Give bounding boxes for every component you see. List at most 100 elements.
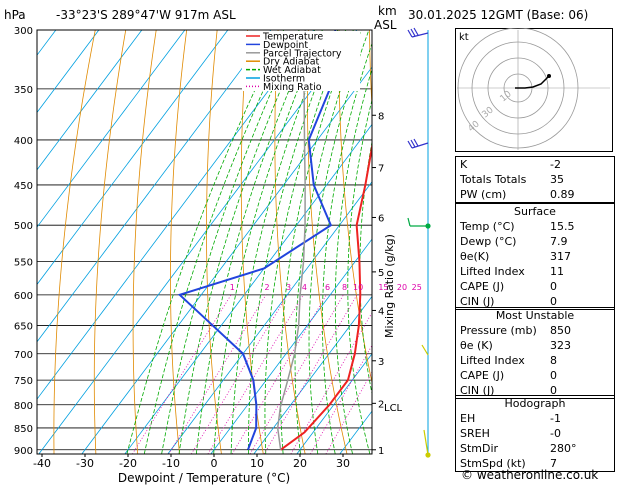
wet-adiabat-line — [308, 30, 370, 454]
mixing-ratio-label: 25 — [412, 283, 422, 292]
isotherm-line — [37, 30, 272, 343]
mixing-ratio-label: 15 — [378, 283, 388, 292]
km-label: km — [378, 4, 397, 18]
index-row-pw: PW (cm) 0.89 — [460, 188, 575, 201]
wind-barb-900 — [423, 429, 431, 458]
surface-table: Surface Temp (°C) 15.5 Dewp (°C) 7.9 θe(K)… — [455, 203, 615, 310]
mu-row: CIN (J) 0 — [460, 384, 557, 397]
mixing-ratio-label: 3 — [286, 283, 291, 292]
legend-entry: Dewpoint — [263, 40, 308, 51]
isotherm-line — [37, 30, 229, 286]
indices-table: K -2 Totals Totals 35 PW (cm) 0.89 — [455, 156, 615, 203]
km-tick-label: 2 — [378, 399, 384, 410]
wet-adiabat-line — [334, 67, 372, 454]
mixing-ratio-axis-label: Mixing Ratio (g/kg) — [383, 234, 396, 338]
mixing-ratio-label: 2 — [265, 283, 270, 292]
isotherm-line — [0, 30, 13, 454]
temp-tick-label: -10 — [162, 457, 180, 470]
mixing-ratio-line — [263, 294, 358, 454]
surface-row: Temp (°C) 15.5 — [460, 220, 575, 233]
mu-row: Lifted Index 8 — [460, 354, 557, 367]
km-tick-label: 5 — [378, 268, 384, 279]
pressure-tick-label: 850 — [14, 424, 33, 435]
surface-row: θe(K) 317 — [460, 250, 571, 263]
legend-entry: Temperature — [262, 32, 323, 43]
wet-adiabat-line — [347, 98, 372, 454]
mixing-ratio-line — [249, 294, 344, 454]
temp-tick-label: -40 — [33, 457, 51, 470]
dry-adiabat-line — [53, 30, 96, 454]
hodo-row: EH -1 — [460, 412, 561, 425]
mu-row: Pressure (mb) 850 — [460, 324, 571, 337]
km-tick-label: 7 — [378, 164, 384, 175]
mu-row: CAPE (J) 0 — [460, 369, 557, 382]
wind-barb-500 — [407, 217, 431, 229]
km-tick-label: 3 — [378, 357, 384, 368]
pressure-tick-label: 550 — [14, 258, 33, 269]
series-dewpoint — [177, 30, 337, 451]
surface-row: CAPE (J) 0 — [460, 280, 557, 293]
hodograph: kt 10 30 40 — [455, 28, 613, 152]
plot-frame — [36, 29, 373, 455]
km-tick-label: 4 — [378, 306, 384, 317]
legend-entry: Wet Adiabat — [263, 65, 321, 76]
most-unstable-title: Most Unstable — [495, 309, 575, 322]
pressure-tick-label: 450 — [14, 181, 33, 192]
mixing-ratio-label: 10 — [353, 283, 363, 292]
isotherm-line — [296, 353, 372, 454]
asl-label: ASL — [374, 18, 397, 32]
km-tick-label: 1 — [378, 446, 384, 457]
pressure-tick-label: 900 — [14, 446, 33, 457]
wind-barb-400 — [407, 138, 429, 149]
copyright-footer: © weatheronline.co.uk — [461, 468, 599, 482]
surface-row: Dewp (°C) 7.9 — [460, 235, 568, 248]
temp-tick-label: 10 — [250, 457, 264, 470]
legend-entry: Mixing Ratio — [263, 82, 322, 93]
lcl-label: LCL — [384, 403, 403, 414]
mixing-ratio-line — [132, 294, 232, 454]
dry-adiabat-line — [170, 30, 188, 454]
dry-adiabat-line — [132, 30, 157, 454]
wet-adiabat-line — [178, 30, 308, 454]
wet-adiabat-line — [213, 30, 323, 454]
isotherm-line — [37, 30, 100, 114]
axes: 3003504004505005506006507007508008509001… — [14, 26, 422, 485]
mixing-ratio-label: 1 — [230, 283, 235, 292]
series-lines — [177, 30, 372, 451]
pressure-tick-label: 350 — [14, 85, 33, 96]
wind-barb-300 — [407, 27, 429, 38]
isotherm-line — [253, 295, 372, 454]
legend-entry: Dry Adiabat — [263, 57, 320, 68]
most-unstable-table: Most Unstable Pressure (mb) 850 θe (K) 323… — [455, 307, 615, 399]
isotherm-line — [37, 30, 315, 400]
wind-profile — [407, 27, 431, 458]
skewt-chart: 3003504004505005506006507007508008509001… — [0, 26, 422, 485]
wet-adiabat-line — [264, 30, 347, 454]
date-title: 30.01.2025 12GMT (Base: 06) — [408, 8, 589, 22]
legend-entry: Parcel Trajectory — [263, 48, 342, 59]
surface-row: CIN (J) 0 — [460, 295, 557, 308]
mixing-ratio-label: 8 — [342, 283, 347, 292]
hodograph-table: Hodograph EH -1 SREH -0 StmDir 280° StmSpd … — [455, 395, 615, 472]
hodo-row: SREH -0 — [460, 427, 561, 440]
pressure-tick-label: 750 — [14, 376, 33, 387]
pressure-tick-label: 300 — [14, 26, 33, 37]
wet-adiabat-line — [247, 30, 339, 454]
hodograph-table-title: Hodograph — [504, 397, 566, 410]
pressure-tick-label: 700 — [14, 350, 33, 361]
mixing-ratio-label: 6 — [325, 283, 330, 292]
dry-adiabat-line — [338, 30, 372, 385]
x-axis-label: Dewpoint / Temperature (°C) — [118, 471, 290, 485]
wind-barb-700 — [421, 344, 429, 356]
mixing-ratio-line — [310, 344, 372, 454]
wet-adiabat-line — [294, 30, 362, 454]
temp-tick-label: 0 — [211, 457, 218, 470]
pressure-tick-label: 800 — [14, 401, 33, 412]
mixing-ratio-line — [290, 311, 372, 454]
index-row-k: K -2 — [460, 158, 561, 171]
hodo-row: StmDir 280° — [460, 442, 577, 455]
pressure-tick-label: 500 — [14, 221, 33, 232]
wet-adiabat-line — [126, 30, 285, 454]
pressure-tick-label: 650 — [14, 321, 33, 332]
mixing-ratio-label: 4 — [302, 283, 307, 292]
